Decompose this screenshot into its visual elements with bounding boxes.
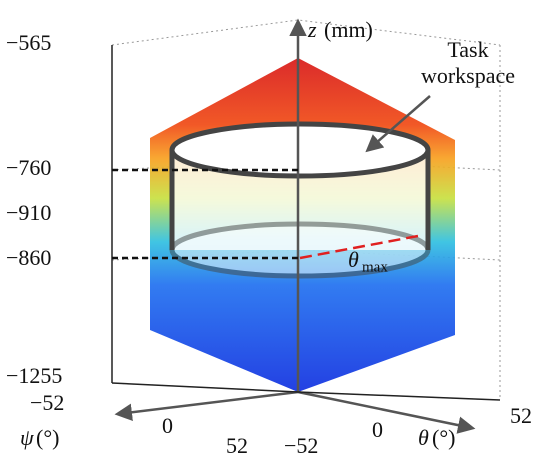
annotation-line: Task [447, 37, 488, 62]
z-axis-symbol: z [307, 17, 317, 42]
psi-tick-label: 52 [226, 433, 248, 458]
task-workspace-cylinder [169, 121, 431, 279]
z-tick-label: −910 [6, 200, 51, 225]
theta-tick-label: 52 [510, 403, 532, 428]
theta-tick-label: 0 [372, 417, 383, 442]
annotation-line: workspace [421, 63, 515, 88]
theta-axis-unit: (°) [432, 425, 455, 450]
psi-tick-label: −52 [30, 390, 64, 415]
z-axis-unit: (mm) [324, 17, 373, 42]
psi-axis-symbol: ψ [20, 425, 34, 450]
z-tick-label: −760 [6, 155, 51, 180]
z-tick-label: −1255 [6, 363, 62, 388]
axes [111, 18, 501, 434]
psi-axis-unit: (°) [36, 425, 59, 450]
theta-axis-symbol: θ [418, 425, 429, 450]
theta-max-subscript: max [362, 259, 388, 275]
theta-tick-label: −52 [284, 433, 318, 458]
theta-max-symbol: θ [348, 247, 359, 272]
z-tick-label: −565 [6, 30, 51, 55]
psi-tick-label: 0 [162, 413, 173, 438]
z-tick-label: −860 [6, 245, 51, 270]
